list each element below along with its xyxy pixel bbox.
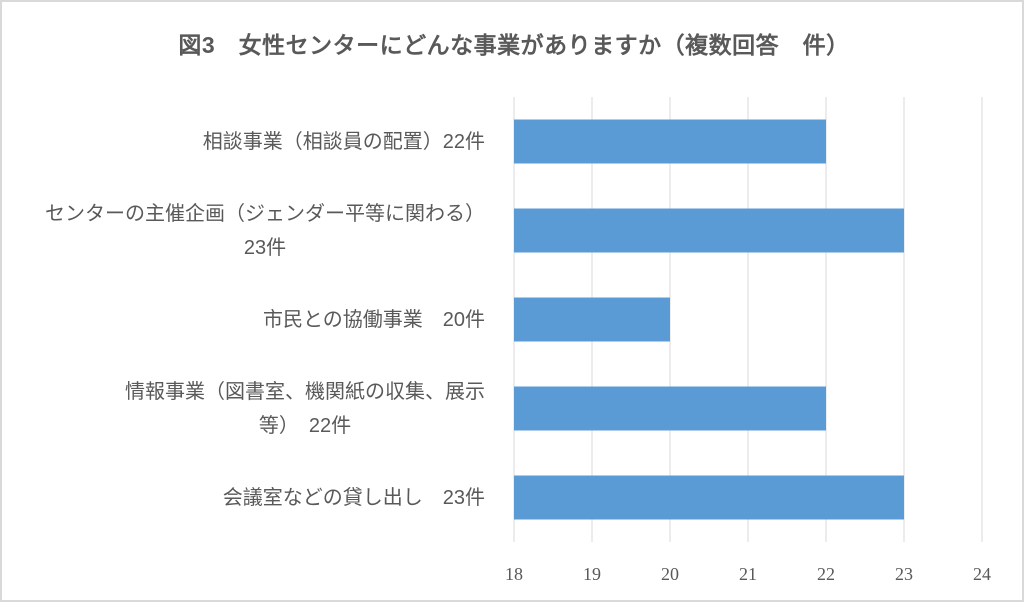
category-label-line: センターの主催企画（ジェンダー平等に関わる） <box>45 202 485 225</box>
y-axis-label: 情報事業（図書室、機関紙の収集、展示 等） 22件 <box>125 375 485 443</box>
category-label-line: 市民との協働事業 20件 <box>262 308 485 331</box>
category-label-line: 会議室などの貸し出し 23件 <box>222 486 485 509</box>
y-axis-label: センターの主催企画（ジェンダー平等に関わる） 23件 <box>45 197 485 265</box>
bar <box>514 119 826 164</box>
y-axis-label: 相談事業（相談員の配置）22件 <box>203 125 485 159</box>
chart-title: 図3 女性センターにどんな事業がありますか（複数回答 件） <box>178 32 850 58</box>
category-label-line: 情報事業（図書室、機関紙の収集、展示 <box>125 380 485 403</box>
x-tick-label: 23 <box>895 564 913 584</box>
x-tick-label: 21 <box>739 564 757 584</box>
y-axis-label: 市民との協働事業 20件 <box>263 303 485 337</box>
x-tick-label: 24 <box>973 564 991 584</box>
x-tick-label: 22 <box>817 564 835 584</box>
x-tick-label: 20 <box>661 564 679 584</box>
bar <box>514 297 670 342</box>
category-label: 情報事業（図書室、機関紙の収集、展示 等） 22件 <box>125 375 485 443</box>
category-label: 会議室などの貸し出し 23件 <box>223 481 485 515</box>
x-tick-label: 18 <box>505 564 523 584</box>
bar <box>514 386 826 431</box>
category-label: 相談事業（相談員の配置）22件 <box>203 125 485 159</box>
bar <box>514 475 904 520</box>
category-label-line: 相談事業（相談員の配置）22件 <box>202 130 485 153</box>
x-tick-label: 19 <box>583 564 601 584</box>
category-label: 市民との協働事業 20件 <box>263 303 485 337</box>
y-axis-label: 会議室などの貸し出し 23件 <box>223 481 485 515</box>
category-label-line: 等） 22件 <box>258 414 352 437</box>
bar <box>514 208 904 253</box>
category-label-line: 23件 <box>243 236 287 259</box>
category-label: センターの主催企画（ジェンダー平等に関わる） 23件 <box>45 197 485 265</box>
